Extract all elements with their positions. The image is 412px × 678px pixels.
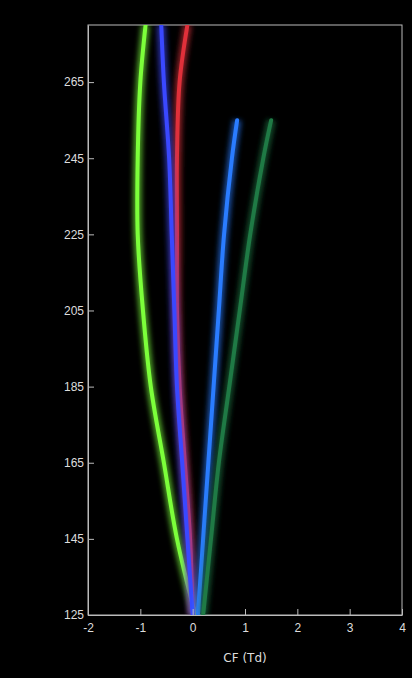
tick-mark xyxy=(297,609,298,615)
marks xyxy=(137,25,271,615)
tick-label: -1 xyxy=(135,621,146,635)
tick-label: 125 xyxy=(64,608,84,622)
tick-label: 205 xyxy=(64,304,84,318)
tick: 265 xyxy=(64,75,94,89)
series-glow xyxy=(137,25,195,615)
tick-label: 225 xyxy=(64,228,84,242)
plot-frame xyxy=(88,25,402,615)
tick-mark xyxy=(402,609,403,615)
tick: 145 xyxy=(64,532,94,546)
series-line xyxy=(137,25,195,615)
tick-label: 265 xyxy=(64,75,84,89)
tick-mark xyxy=(88,615,94,616)
series-glow xyxy=(161,25,192,615)
y-axis: 125 145 165 185 205 225 245 265 xyxy=(64,26,94,623)
tick-mark xyxy=(88,234,94,235)
tick-label: 3 xyxy=(347,621,354,635)
tick: 0 xyxy=(190,609,197,635)
chart: -2 -1 0 1 2 3 4 125 145 165 185 205 225 245 265 CF (Td) xyxy=(0,0,412,678)
tick-mark xyxy=(88,82,94,83)
tick-label: 185 xyxy=(64,380,84,394)
tick: 3 xyxy=(347,609,354,635)
tick-label: 1 xyxy=(242,621,249,635)
series-line xyxy=(161,25,192,615)
x-axis: -2 -1 0 1 2 3 4 xyxy=(83,609,406,635)
tick-mark xyxy=(140,609,141,615)
tick-mark xyxy=(88,539,94,540)
tick-mark xyxy=(193,609,194,615)
tick-label: 4 xyxy=(399,621,406,635)
tick-mark xyxy=(88,387,94,388)
tick-mark xyxy=(245,609,246,615)
tick: -1 xyxy=(135,609,146,635)
tick-label: 165 xyxy=(64,456,84,470)
tick-mark xyxy=(88,463,94,464)
axis-line xyxy=(88,26,89,616)
axis-line xyxy=(89,615,403,616)
plot: -2 -1 0 1 2 3 4 125 145 165 185 205 225 245 265 xyxy=(64,25,406,635)
tick: 185 xyxy=(64,380,94,394)
background xyxy=(0,0,412,678)
tick-mark xyxy=(350,609,351,615)
tick-mark xyxy=(88,310,94,311)
tick: 165 xyxy=(64,456,94,470)
tick-mark xyxy=(88,158,94,159)
series-glow xyxy=(203,120,271,615)
tick: 205 xyxy=(64,304,94,318)
tick: 225 xyxy=(64,228,94,242)
tick-label: 2 xyxy=(294,621,301,635)
tick: 245 xyxy=(64,152,94,166)
tick-label: 0 xyxy=(190,621,197,635)
tick-label: 245 xyxy=(64,152,84,166)
tick-label: -2 xyxy=(83,621,94,635)
tick: 125 xyxy=(64,608,94,622)
x-axis-title: CF (Td) xyxy=(223,651,266,665)
tick-label: 145 xyxy=(64,532,84,546)
tick: 2 xyxy=(294,609,301,635)
series-line xyxy=(203,120,271,615)
tick: 4 xyxy=(399,609,406,635)
tick: 1 xyxy=(242,609,249,635)
